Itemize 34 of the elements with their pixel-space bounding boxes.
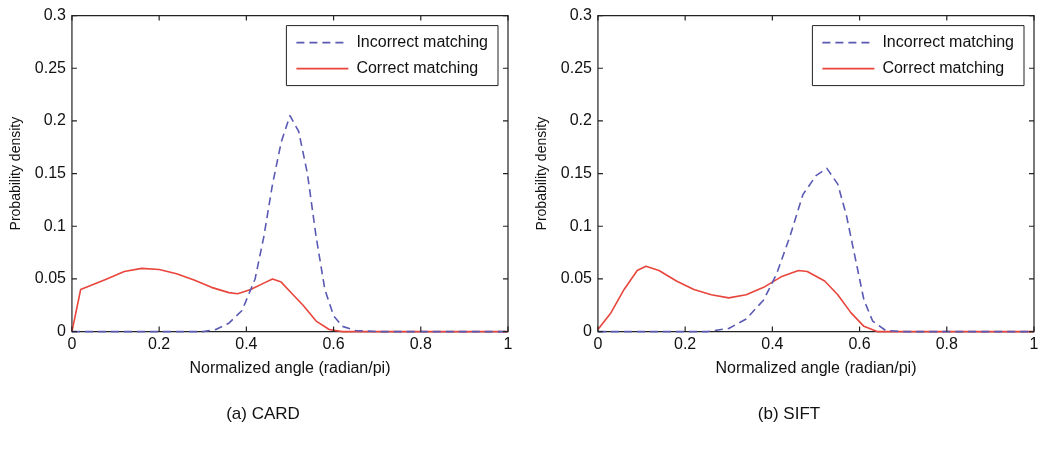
text: (a) CARD (225, 404, 301, 424)
x-tick-label: 0.8 (409, 334, 433, 352)
y-tick-label: 0.2 (43, 111, 67, 129)
y-tick-label: 0.25 (560, 58, 593, 76)
x-tick-label: 0.2 (148, 334, 171, 352)
legend-label: Incorrect matching (882, 33, 1014, 51)
x-tick-label: 0.6 (848, 334, 871, 352)
legend-label: Incorrect matching (356, 33, 488, 51)
x-tick-label: 0.8 (935, 334, 959, 352)
x-tick-label: 0.6 (322, 334, 345, 352)
legend-label: Correct matching (356, 59, 479, 77)
y-tick-label: 0 (57, 322, 67, 340)
y-tick-label: 0.15 (34, 164, 67, 182)
x-axis-title: Normalized angle (radian/pi) (189, 358, 391, 376)
y-axis-title: Probability density (533, 116, 550, 231)
text: (b) SIFT (756, 404, 822, 424)
x-tick-label: 0.2 (674, 334, 697, 352)
y-tick-label: 0.15 (560, 164, 593, 182)
x-tick-label: 1 (503, 334, 513, 352)
y-tick-label: 0.05 (560, 269, 593, 287)
x-tick-label: 1 (1029, 334, 1039, 352)
y-tick-label: 0.3 (569, 6, 593, 24)
y-tick-label: 0.3 (43, 6, 67, 24)
legend-label: Correct matching (882, 59, 1005, 77)
x-tick-label: 0.4 (235, 334, 258, 352)
x-tick-label: 0.4 (761, 334, 784, 352)
x-axis-title: Normalized angle (radian/pi) (715, 358, 917, 376)
y-tick-label: 0.2 (569, 111, 593, 129)
y-tick-label: 0 (583, 322, 593, 340)
y-tick-label: 0.1 (569, 216, 593, 234)
y-tick-label: 0.25 (34, 58, 67, 76)
y-tick-label: 0.05 (34, 269, 67, 287)
y-tick-label: 0.1 (43, 216, 67, 234)
y-axis-title: Probability density (7, 116, 24, 231)
